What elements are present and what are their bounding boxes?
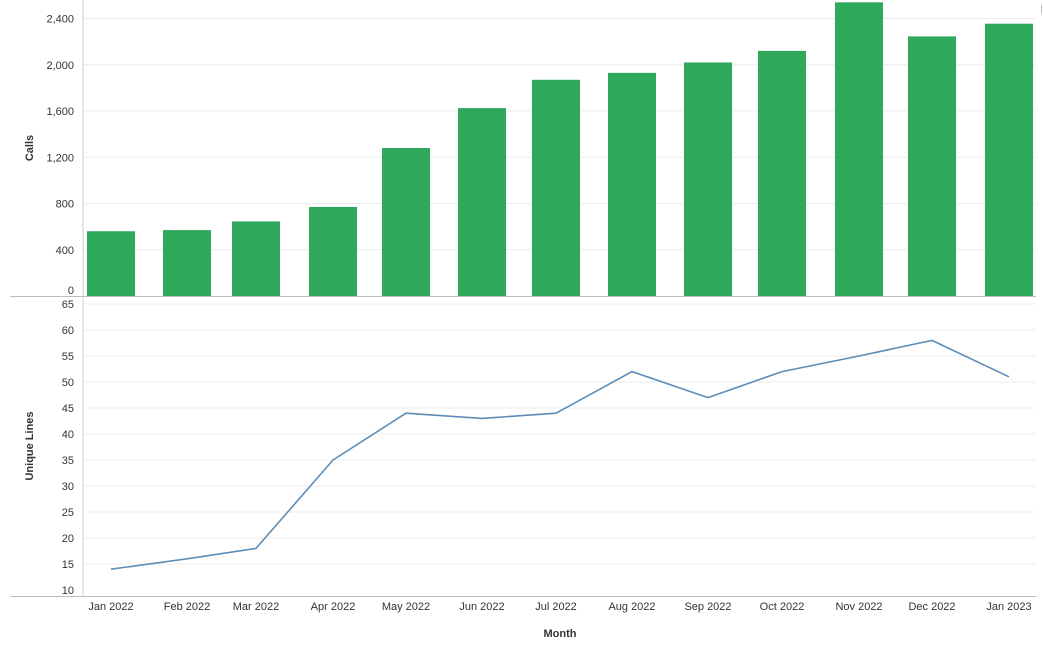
line-y-tick-label: 35 (62, 455, 74, 467)
line-series (109, 338, 1012, 572)
bar-sep-2022[interactable] (684, 62, 732, 296)
bar-aug-2022[interactable] (608, 72, 656, 296)
line-chart-gridlines (83, 303, 1036, 565)
bar-chart-y-tick-labels: 0 400 800 1,200 1,600 2,000 2,400 (46, 14, 74, 298)
line-point-nov-2022[interactable] (857, 354, 862, 359)
line-y-tick-label: 15 (62, 559, 74, 571)
bar-mar-2022[interactable] (232, 221, 280, 296)
line-chart-y-tick-labels: 10 15 20 25 30 35 40 45 50 55 60 65 (62, 299, 74, 597)
bar-y-tick-label: 1,600 (46, 106, 74, 118)
line-y-tick-label: 65 (62, 299, 74, 311)
bar-jun-2022[interactable] (458, 108, 506, 296)
line-point-dec-2022[interactable] (930, 338, 935, 343)
line-chart-y-axis-title: Unique Lines (24, 411, 36, 480)
line-point-mar-2022[interactable] (254, 546, 259, 551)
bar-y-tick-label: 2,000 (46, 60, 74, 72)
line-point-jan-2022[interactable] (109, 567, 114, 572)
line-point-feb-2022[interactable] (185, 556, 190, 561)
bar-apr-2022[interactable] (309, 206, 357, 296)
bar-jan-2023[interactable] (985, 23, 1033, 296)
line-point-jan-2023[interactable] (1007, 374, 1012, 379)
bar-y-tick-label: 400 (56, 245, 74, 257)
x-tick-label: Oct 2022 (760, 601, 805, 613)
bar-jul-2022[interactable] (532, 79, 580, 296)
x-tick-label: Apr 2022 (311, 601, 356, 613)
x-tick-label: Jan 2022 (88, 601, 133, 613)
line-y-tick-label: 45 (62, 403, 74, 415)
bar-jan-2022[interactable] (87, 231, 135, 296)
bar-dec-2022[interactable] (908, 36, 956, 296)
bar-y-tick-label: 0 (68, 285, 74, 297)
bar-y-tick-label: 2,400 (46, 14, 74, 26)
line-point-aug-2022[interactable] (630, 369, 635, 374)
line-y-tick-label: 20 (62, 533, 74, 545)
line-point-sep-2022[interactable] (706, 395, 711, 400)
x-tick-label: Nov 2022 (835, 601, 882, 613)
x-axis-title: Month (544, 628, 577, 640)
line-y-tick-label: 30 (62, 481, 74, 493)
bar-may-2022[interactable] (382, 148, 430, 296)
unique-lines-path (110, 339, 1010, 570)
x-tick-label: Dec 2022 (908, 601, 955, 613)
chart-frame (10, 0, 1042, 597)
line-y-tick-label: 40 (62, 429, 74, 441)
x-tick-label: Jun 2022 (459, 601, 504, 613)
x-tick-label: Sep 2022 (684, 601, 731, 613)
x-tick-label: Feb 2022 (164, 601, 210, 613)
bar-oct-2022[interactable] (758, 50, 806, 296)
bar-feb-2022[interactable] (163, 230, 211, 296)
bar-y-tick-label: 800 (56, 199, 74, 211)
x-tick-label: May 2022 (382, 601, 430, 613)
line-y-tick-label: 10 (62, 585, 74, 597)
bar-y-tick-label: 1,200 (46, 152, 74, 164)
line-y-tick-label: 55 (62, 351, 74, 363)
bar-chart-y-axis-title: Calls (24, 135, 36, 161)
line-point-may-2022[interactable] (404, 411, 409, 416)
line-point-jun-2022[interactable] (480, 416, 485, 421)
line-point-jul-2022[interactable] (554, 411, 559, 416)
line-point-oct-2022[interactable] (780, 369, 785, 374)
line-y-tick-label: 50 (62, 377, 74, 389)
bar-nov-2022[interactable] (835, 2, 883, 296)
x-tick-labels: Jan 2022 Feb 2022 Mar 2022 Apr 2022 May 2022… (88, 601, 1031, 613)
bar-series (87, 2, 1033, 296)
x-tick-label: Jan 2023 (986, 601, 1031, 613)
line-y-tick-label: 60 (62, 325, 74, 337)
x-tick-label: Mar 2022 (233, 601, 279, 613)
x-tick-label: Jul 2022 (535, 601, 577, 613)
x-tick-label: Aug 2022 (608, 601, 655, 613)
line-y-tick-label: 25 (62, 507, 74, 519)
line-point-apr-2022[interactable] (331, 458, 336, 463)
